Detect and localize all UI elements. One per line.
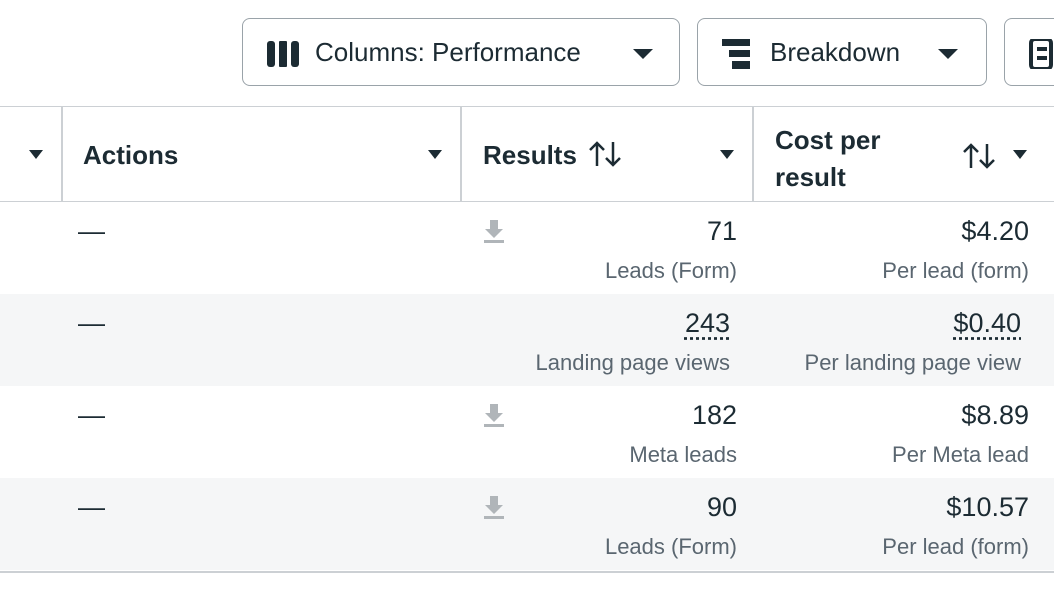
columns-button[interactable]: Columns: Performance bbox=[242, 18, 680, 86]
sort-menu[interactable] bbox=[29, 150, 43, 159]
sort-icon[interactable] bbox=[962, 142, 996, 170]
table-row: — 182 Meta leads $8.89 Per Meta lead bbox=[0, 386, 1054, 478]
button-label: Columns: Performance bbox=[315, 37, 581, 68]
button-label: Breakdown bbox=[770, 37, 900, 68]
cost-label: Per landing page view bbox=[805, 350, 1021, 376]
divider bbox=[752, 106, 754, 202]
download bbox=[483, 218, 505, 249]
result-value: 71 bbox=[707, 216, 737, 247]
download bbox=[483, 402, 505, 433]
table-bottom-border bbox=[0, 571, 1054, 573]
cost-label: Per lead (form) bbox=[882, 534, 1029, 560]
header-results[interactable]: Results bbox=[483, 140, 577, 171]
actions-cell: — bbox=[78, 216, 105, 247]
dropdown-arrow bbox=[938, 49, 958, 59]
download-icon bbox=[483, 494, 505, 520]
table-row: — 90 Leads (Form) $10.57 Per lead (form) bbox=[0, 478, 1054, 570]
cost-value: $8.89 bbox=[961, 400, 1029, 431]
result-label: Leads (Form) bbox=[605, 258, 737, 284]
table-row: — 243 Landing page views $0.40 Per landing p… bbox=[0, 294, 1054, 386]
actions-cell: — bbox=[78, 492, 105, 523]
result-label: Landing page views bbox=[536, 350, 730, 376]
cost-value: $10.57 bbox=[946, 492, 1029, 523]
download-icon bbox=[483, 402, 505, 428]
result-value: 90 bbox=[707, 492, 737, 523]
more-button[interactable] bbox=[1004, 18, 1054, 86]
cost-label: Per lead (form) bbox=[882, 258, 1029, 284]
cost-label: Per Meta lead bbox=[892, 442, 1029, 468]
breakdown-icon bbox=[722, 39, 750, 69]
actions-cell: — bbox=[78, 400, 105, 431]
result-label: Meta leads bbox=[629, 442, 737, 468]
header-cost[interactable]: Cost per result bbox=[775, 122, 925, 196]
sort-menu[interactable] bbox=[1013, 150, 1027, 159]
sort-menu[interactable] bbox=[720, 150, 734, 159]
result-value: 182 bbox=[692, 400, 737, 431]
download bbox=[483, 494, 505, 525]
dropdown-arrow bbox=[633, 49, 653, 59]
cost-value: $4.20 bbox=[961, 216, 1029, 247]
actions-cell: — bbox=[78, 308, 105, 339]
header-actions[interactable]: Actions bbox=[83, 140, 178, 171]
sort-icon[interactable] bbox=[588, 140, 622, 168]
result-label: Leads (Form) bbox=[605, 534, 737, 560]
table-row: — 71 Leads (Form) $4.20 Per lead (form) bbox=[0, 202, 1054, 294]
sort-menu[interactable] bbox=[428, 150, 442, 159]
breakdown-button[interactable]: Breakdown bbox=[697, 18, 987, 86]
result-value: 243 bbox=[685, 308, 730, 339]
report-icon bbox=[1029, 39, 1054, 69]
columns-icon bbox=[267, 41, 299, 67]
download-icon bbox=[483, 218, 505, 244]
divider bbox=[460, 106, 462, 202]
cost-value: $0.40 bbox=[953, 308, 1021, 339]
divider bbox=[61, 106, 63, 202]
